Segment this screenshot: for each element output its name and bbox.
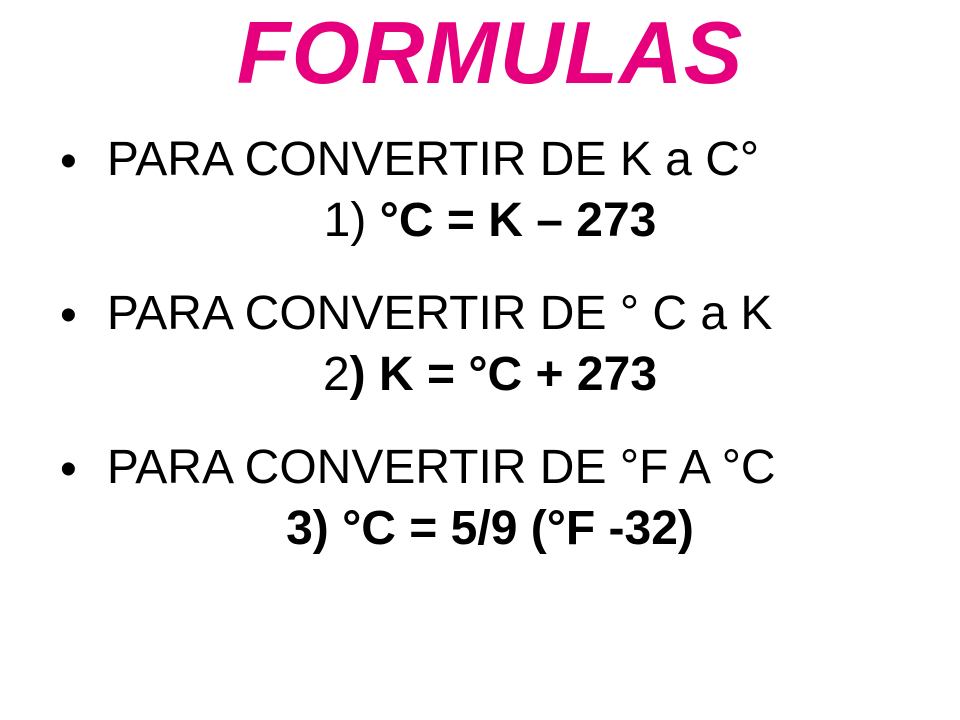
- formula-1-num: 1): [324, 194, 380, 247]
- formula-2-eq: ) K = °C + 273: [350, 348, 657, 401]
- bullet-item-1: • PARA CONVERTIR DE K a C°: [60, 132, 920, 187]
- bullet-dot: •: [60, 292, 77, 340]
- slide: FORMULAS • PARA CONVERTIR DE K a C° 1) °…: [0, 0, 960, 720]
- bullet-dot: •: [60, 446, 77, 494]
- formula-1: 1) °C = K – 273: [60, 193, 920, 248]
- bullet-item-3: • PARA CONVERTIR DE °F A °C: [60, 440, 920, 495]
- formula-1-eq: °C = K – 273: [380, 194, 657, 247]
- bullet-dot: •: [60, 138, 77, 186]
- formula-2: 2) K = °C + 273: [60, 347, 920, 402]
- bullet-text-3: PARA CONVERTIR DE °F A °C: [107, 440, 776, 495]
- bullet-text-2: PARA CONVERTIR DE ° C a K: [107, 286, 773, 341]
- bullet-text-1: PARA CONVERTIR DE K a C°: [107, 132, 759, 187]
- formula-3-eq: 3) °C = 5/9 (°F -32): [286, 502, 694, 555]
- formula-3: 3) °C = 5/9 (°F -32): [60, 501, 920, 556]
- slide-title: FORMULAS: [60, 2, 920, 104]
- bullet-item-2: • PARA CONVERTIR DE ° C a K: [60, 286, 920, 341]
- formula-2-num: 2: [323, 348, 350, 401]
